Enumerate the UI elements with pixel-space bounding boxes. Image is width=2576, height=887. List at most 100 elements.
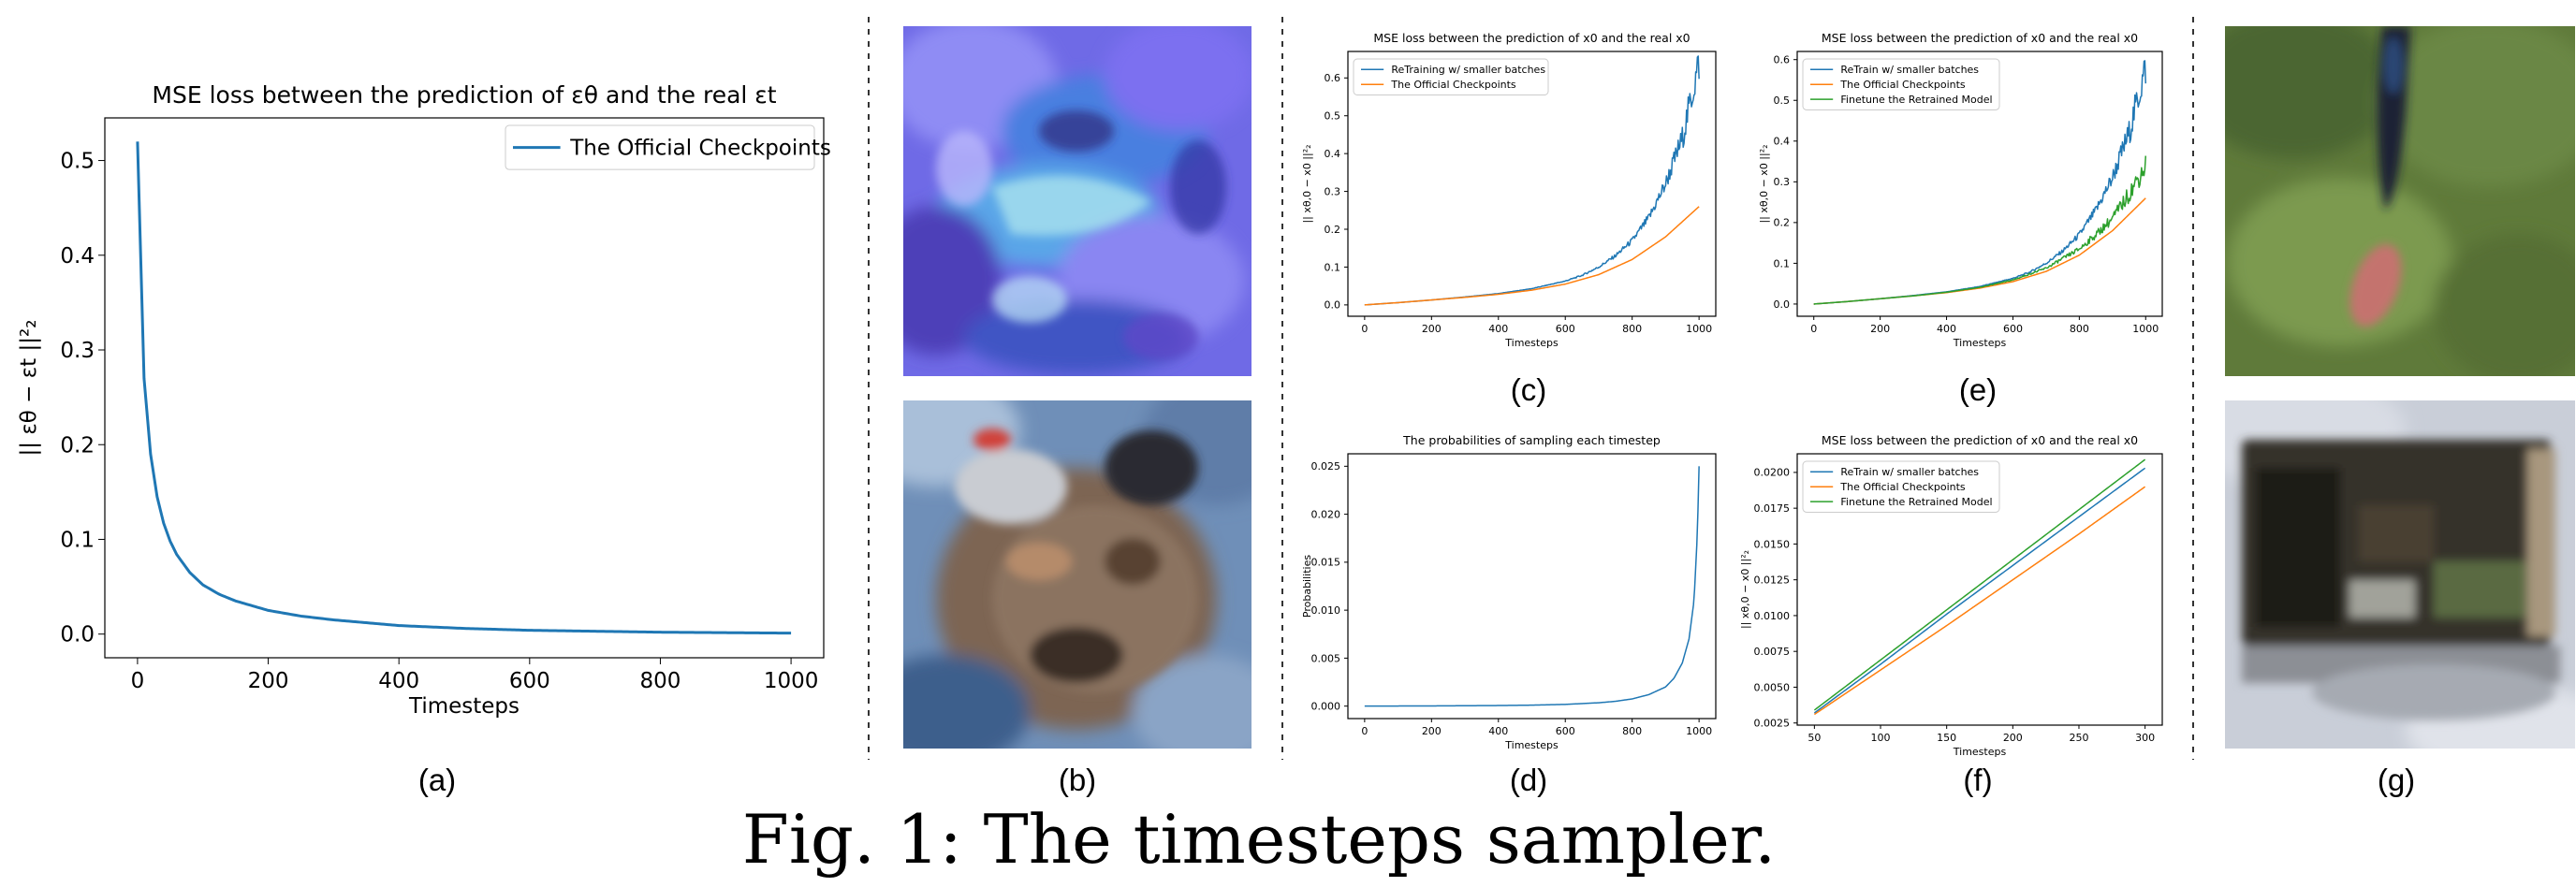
chart-c-title: MSE loss between the prediction of x0 an… (1373, 31, 1690, 45)
chart-e-legend-label: The Official Checkpoints (1839, 79, 1966, 91)
chart-f: MSE loss between the prediction of x0 an… (1739, 433, 2163, 758)
chart-c-xtick-label: 600 (1556, 323, 1575, 335)
chart-d-ytick-label: 0.010 (1311, 604, 1341, 617)
chart-d-title: The probabilities of sampling each times… (1402, 433, 1661, 447)
chart-c-xlabel: Timesteps (1504, 337, 1559, 349)
photo-b-bottom (903, 400, 1251, 749)
chart-c: MSE loss between the prediction of x0 an… (1301, 31, 1717, 349)
chart-d-ylabel: Probabilities (1301, 555, 1313, 618)
chart-e-xtick-label: 400 (1937, 323, 1956, 335)
chart-f-legend-label: ReTrain w/ smaller batches (1840, 466, 1979, 478)
chart-c-ytick-label: 0.6 (1325, 72, 1341, 84)
chart-f-frame (1796, 453, 2163, 726)
chart-e-legend-label: Finetune the Retrained Model (1840, 94, 1992, 106)
chart-f-xtick-label: 200 (2003, 732, 2023, 744)
panel-label-e: (e) (1959, 372, 1997, 407)
chart-f-ytick-label: 0.0050 (1754, 681, 1791, 693)
chart-a-xlabel: Timesteps (408, 694, 520, 719)
chart-c-ytick-label: 0.4 (1325, 148, 1341, 160)
chart-a-xtick-label: 200 (248, 669, 289, 693)
figure-caption: Fig. 1: The timesteps sampler. (742, 800, 1776, 879)
chart-c-ylabel: || xθ,0 − x0 ||²₂ (1301, 144, 1313, 223)
chart-f-series-1 (1813, 486, 2146, 716)
chart-f-legend (1802, 460, 2000, 513)
chart-a: MSE loss between the prediction of εθ an… (17, 81, 831, 719)
chart-c-series-1 (1364, 206, 1700, 306)
chart-e-ytick-label: 0.3 (1774, 176, 1791, 188)
chart-d-ytick-label: 0.000 (1311, 701, 1341, 713)
chart-f-ytick-label: 0.0125 (1754, 574, 1791, 587)
chart-c-ytick-label: 0.3 (1325, 185, 1341, 197)
chart-e-legend-label: ReTrain w/ smaller batches (1840, 64, 1979, 76)
chart-e-frame (1796, 51, 2163, 317)
chart-c-legend (1353, 58, 1549, 95)
chart-f-xlabel: Timesteps (1953, 746, 2007, 758)
chart-f-xtick-label: 150 (1937, 732, 1956, 744)
chart-f-ytick-label: 0.0025 (1754, 718, 1791, 730)
chart-a-ytick-label: 0.0 (60, 623, 95, 647)
chart-d-series-0 (1364, 466, 1700, 707)
chart-a-legend (505, 124, 815, 170)
chart-a-ytick-label: 0.1 (60, 529, 95, 553)
photo-g-bottom (2225, 400, 2575, 749)
chart-e-ytick-label: 0.0 (1774, 298, 1791, 311)
chart-e-ylabel: || xθ,0 − x0 ||²₂ (1758, 144, 1770, 223)
chart-d-ytick-label: 0.025 (1311, 460, 1341, 473)
chart-f-xtick-label: 250 (2069, 732, 2088, 744)
chart-c-xtick-label: 400 (1488, 323, 1508, 335)
chart-f-xtick-label: 300 (2135, 732, 2155, 744)
chart-d-ytick-label: 0.020 (1311, 508, 1341, 520)
chart-a-series-0 (136, 141, 792, 635)
chart-e-title: MSE loss between the prediction of x0 an… (1822, 31, 2138, 45)
chart-f-ytick-label: 0.0150 (1754, 538, 1791, 550)
chart-a-ytick-label: 0.4 (60, 244, 95, 269)
chart-c-xtick-label: 1000 (1686, 323, 1712, 335)
panel-label-d: (d) (1510, 763, 1547, 797)
chart-d-xlabel: Timesteps (1504, 739, 1559, 751)
chart-d-xtick-label: 400 (1488, 725, 1508, 737)
chart-c-ytick-label: 0.0 (1325, 299, 1341, 312)
chart-d-ytick-label: 0.015 (1311, 557, 1341, 569)
chart-f-legend-label: The Official Checkpoints (1839, 481, 1966, 493)
panel-label-f: (f) (1963, 763, 1992, 797)
chart-e-ytick-label: 0.6 (1774, 54, 1791, 66)
panel-label-a: (a) (418, 763, 456, 797)
photo-g-top (2225, 26, 2575, 376)
chart-d-ytick-label: 0.005 (1311, 652, 1341, 664)
chart-e-xtick-label: 200 (1870, 323, 1890, 335)
chart-e-series-1 (1813, 197, 2146, 305)
chart-e-ytick-label: 0.2 (1774, 217, 1791, 229)
chart-c-ytick-label: 0.1 (1325, 261, 1341, 273)
chart-f-ytick-label: 0.0100 (1754, 610, 1791, 622)
chart-e-ytick-label: 0.1 (1774, 257, 1791, 269)
chart-c-frame (1347, 51, 1717, 317)
chart-a-ytick-label: 0.3 (60, 339, 95, 363)
chart-a-frame (104, 117, 825, 659)
chart-e: MSE loss between the prediction of x0 an… (1758, 31, 2163, 349)
chart-c-ytick-label: 0.5 (1325, 110, 1341, 123)
chart-c-legend-label: ReTraining w/ smaller batches (1391, 64, 1545, 76)
chart-f-ytick-label: 0.0075 (1754, 646, 1791, 658)
chart-d: The probabilities of sampling each times… (1301, 433, 1717, 751)
chart-f-series-2 (1813, 458, 2146, 711)
chart-e-xlabel: Timesteps (1953, 337, 2007, 349)
chart-c-legend-label: The Official Checkpoints (1390, 79, 1516, 91)
chart-a-ytick-label: 0.5 (60, 150, 95, 174)
chart-a-ytick-label: 0.2 (60, 433, 95, 458)
chart-c-xtick-label: 200 (1422, 323, 1442, 335)
chart-a-xtick-label: 600 (509, 669, 550, 693)
chart-d-xtick-label: 0 (1361, 725, 1368, 737)
chart-e-xtick-label: 0 (1810, 323, 1817, 335)
chart-f-title: MSE loss between the prediction of x0 an… (1822, 433, 2138, 447)
chart-f-xtick-label: 100 (1871, 732, 1891, 744)
photo-b-top (903, 26, 1251, 376)
chart-d-frame (1347, 453, 1717, 720)
chart-c-xtick-label: 0 (1361, 323, 1368, 335)
chart-a-xtick-label: 800 (640, 669, 681, 693)
chart-f-ylabel: || xθ,0 − x0 ||²₂ (1739, 550, 1751, 629)
chart-e-xtick-label: 600 (2003, 323, 2023, 335)
panel-label-b: (b) (1059, 763, 1096, 797)
chart-d-xtick-label: 200 (1422, 725, 1442, 737)
chart-e-series-2 (1813, 155, 2147, 305)
